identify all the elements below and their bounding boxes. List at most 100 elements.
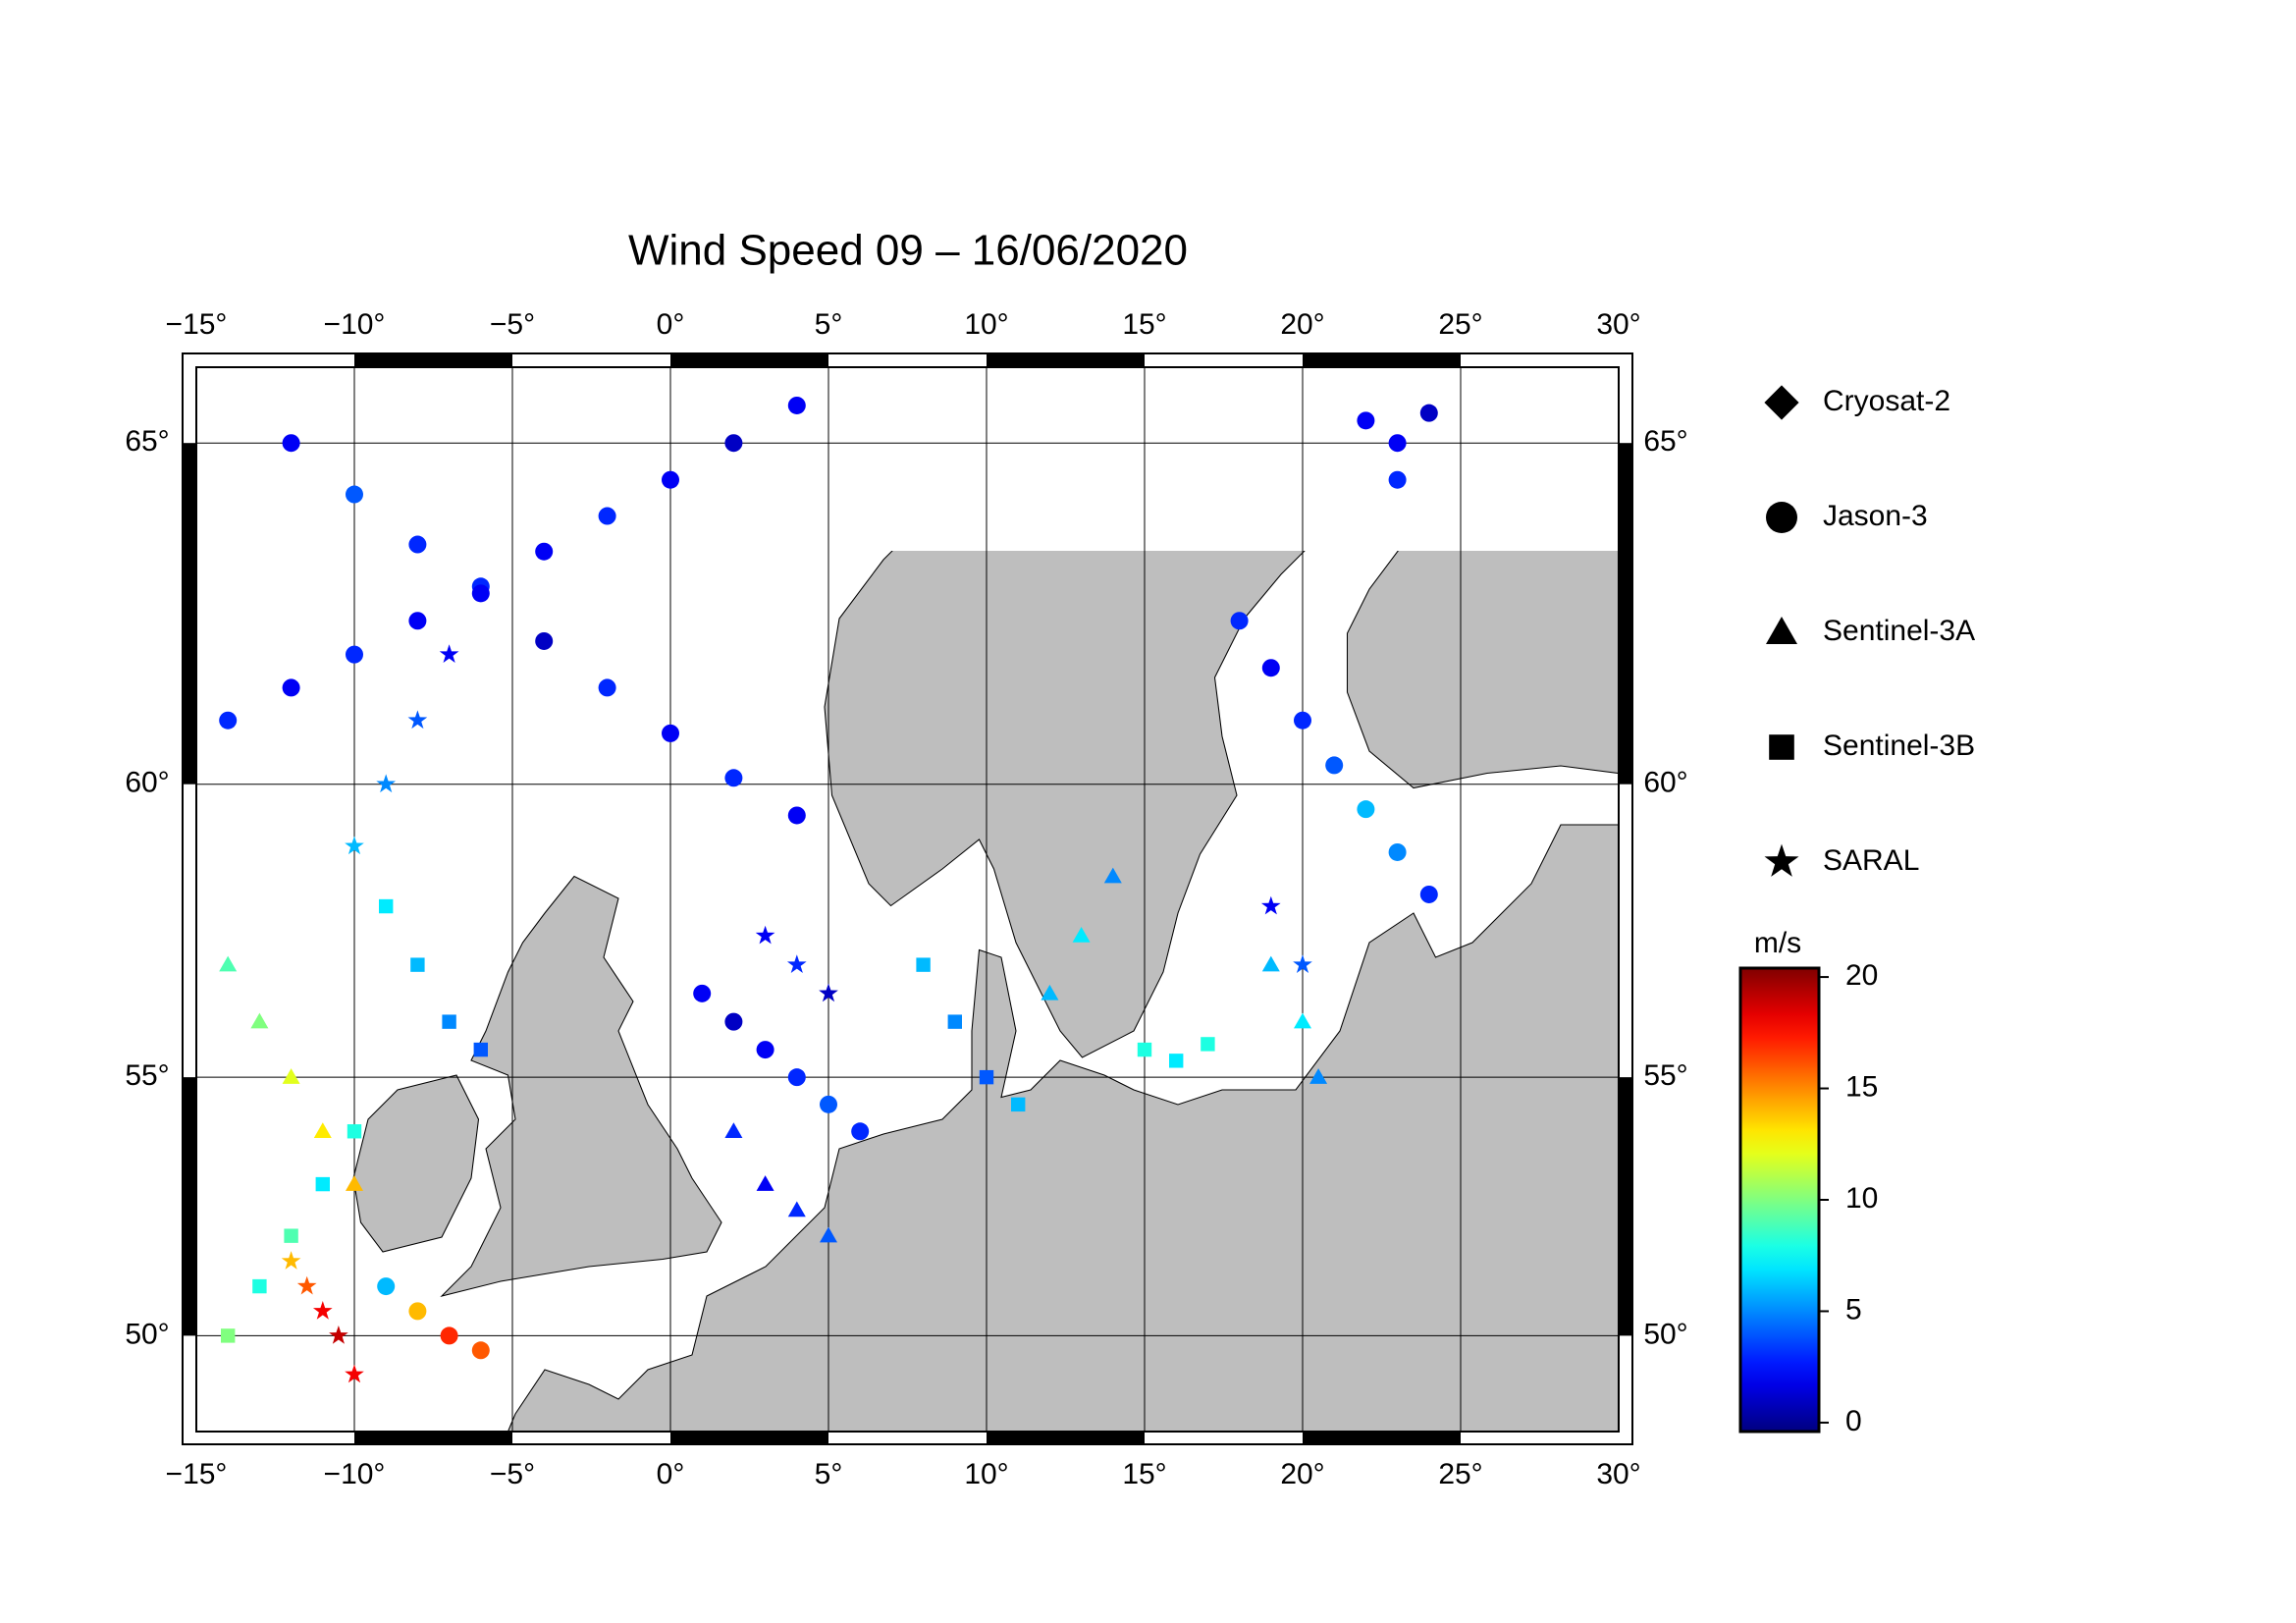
marker <box>282 434 300 453</box>
frame-band <box>354 1432 512 1444</box>
marker <box>1260 895 1281 915</box>
legend-label: Sentinel-3A <box>1823 615 1975 647</box>
frame-band <box>670 1432 828 1444</box>
marker <box>408 612 427 630</box>
scandinavia <box>824 551 1620 1058</box>
marker <box>787 1068 806 1087</box>
marker <box>346 645 363 664</box>
marker <box>820 1095 837 1113</box>
marker <box>439 644 459 663</box>
marker <box>345 836 364 855</box>
chart-title: Wind Speed 09 – 16/06/2020 <box>628 227 1188 275</box>
land <box>352 551 1620 1433</box>
marker <box>1011 1097 1026 1112</box>
y-tick-label: 65° <box>125 425 169 458</box>
x-tick-label: −15° <box>166 1458 228 1490</box>
marker <box>1357 411 1375 430</box>
marker <box>1388 434 1407 453</box>
marker <box>440 1326 458 1345</box>
x-tick-label: −5° <box>490 1458 535 1490</box>
marker <box>1769 734 1794 760</box>
colorbar-label: m/s <box>1754 927 1801 959</box>
frame-band <box>987 354 1145 367</box>
marker <box>345 1364 364 1383</box>
marker <box>377 1277 396 1296</box>
marker <box>1294 711 1311 730</box>
marker <box>1766 617 1797 644</box>
x-tick-label: 30° <box>1596 1458 1640 1490</box>
x-tick-label: 0° <box>657 1458 685 1490</box>
marker <box>787 396 806 414</box>
marker <box>756 1175 774 1191</box>
frame-band <box>354 354 512 367</box>
x-tick-label: 0° <box>657 308 685 341</box>
marker <box>1072 927 1091 943</box>
x-tick-label: 5° <box>815 308 843 341</box>
x-tick-label: 10° <box>964 308 1008 341</box>
marker <box>282 678 300 697</box>
marker <box>1294 1012 1311 1029</box>
continent <box>507 824 1620 1433</box>
marker <box>250 1012 269 1029</box>
colorbar-tick-label: 10 <box>1845 1182 1878 1215</box>
x-tick-label: 15° <box>1122 1458 1166 1490</box>
frame-band <box>987 1432 1145 1444</box>
marker <box>662 724 679 742</box>
marker <box>1419 404 1438 422</box>
frame-band <box>1303 354 1461 367</box>
marker <box>1766 502 1797 533</box>
x-tick-label: −5° <box>490 308 535 341</box>
x-tick-label: 5° <box>815 1458 843 1490</box>
marker <box>219 955 238 972</box>
x-tick-label: 15° <box>1122 308 1166 341</box>
marker <box>1309 1068 1328 1084</box>
x-tick-label: 30° <box>1596 308 1640 341</box>
marker <box>376 774 397 793</box>
marker <box>916 957 931 972</box>
x-tick-label: −15° <box>166 308 228 341</box>
frame-band <box>184 443 196 784</box>
marker <box>1357 800 1375 819</box>
marker <box>1230 612 1249 630</box>
marker <box>252 1278 267 1294</box>
marker <box>221 1328 236 1343</box>
marker <box>724 1012 743 1031</box>
marker <box>693 984 712 1002</box>
marker <box>1388 842 1407 861</box>
colorbar-tick-label: 0 <box>1845 1405 1862 1437</box>
x-tick-label: −10° <box>324 308 386 341</box>
y-tick-label: 55° <box>1643 1059 1687 1092</box>
x-tick-label: 20° <box>1280 1458 1324 1490</box>
marker <box>820 1226 837 1243</box>
marker <box>442 1014 456 1029</box>
marker <box>947 1014 962 1029</box>
marker <box>347 1124 362 1139</box>
plot-border <box>195 366 1620 1433</box>
legend-label: Cryosat-2 <box>1823 385 1950 417</box>
y-tick-label: 50° <box>125 1318 169 1350</box>
x-tick-label: 25° <box>1438 308 1482 341</box>
y-tick-label: 55° <box>125 1059 169 1092</box>
points <box>219 396 1438 1383</box>
marker <box>535 542 554 561</box>
marker <box>407 710 428 730</box>
marker <box>535 631 554 650</box>
legend-label: Jason-3 <box>1823 500 1928 532</box>
marker <box>1103 867 1122 884</box>
marker <box>473 1042 488 1057</box>
marker <box>346 485 363 504</box>
y-tick-label: 50° <box>1643 1318 1687 1350</box>
marker <box>851 1122 870 1141</box>
colorbar-tick-label: 20 <box>1845 959 1878 992</box>
frame-band <box>1619 1077 1631 1336</box>
marker <box>219 711 238 730</box>
marker <box>787 1201 806 1217</box>
marker <box>1137 1042 1152 1057</box>
ireland <box>352 1074 480 1253</box>
marker <box>1388 470 1407 489</box>
marker <box>1293 954 1312 974</box>
x-tick-label: 10° <box>964 1458 1008 1490</box>
marker <box>281 1251 301 1270</box>
marker <box>1261 955 1280 972</box>
